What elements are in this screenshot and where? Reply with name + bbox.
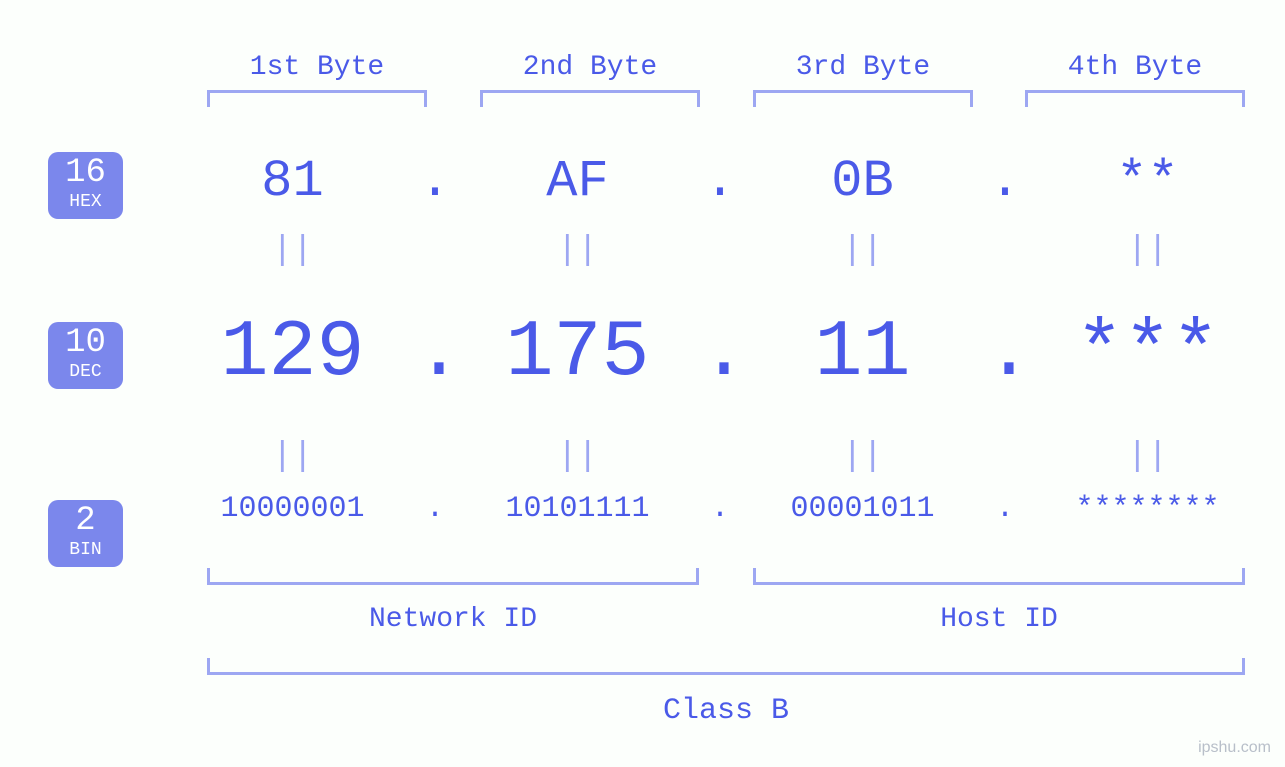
dot-separator: . [415,152,455,211]
dot-separator: . [700,308,740,399]
base-num: 2 [48,504,123,538]
bin-row-byte-3: 00001011 [740,492,985,526]
class-bracket [207,658,1245,675]
byte-bracket-1 [207,90,427,107]
equals-icon: || [1025,232,1270,270]
eq-row-2: ||.||.||.|| [170,438,1270,476]
hex-row: 81.AF.0B.** [170,152,1270,211]
base-num: 16 [48,156,123,190]
byte-bracket-2 [480,90,700,107]
equals-icon: || [740,438,985,476]
hex-row-byte-1: 81 [170,152,415,211]
hex-row-byte-2: AF [455,152,700,211]
base-badge-dec: 10DEC [48,322,123,389]
base-name: BIN [48,538,123,563]
base-badge-bin: 2BIN [48,500,123,567]
dec-row-byte-3: 11 [740,308,985,399]
equals-icon: || [455,438,700,476]
equals-icon: || [740,232,985,270]
byte-label-1: 1st Byte [207,52,427,83]
base-name: HEX [48,190,123,215]
equals-icon: || [170,232,415,270]
bin-row: 10000001.10101111.00001011.******** [170,492,1270,526]
dec-row-byte-4: *** [1025,308,1270,399]
base-num: 10 [48,326,123,360]
equals-icon: || [170,438,415,476]
dot-separator: . [415,492,455,526]
class-label: Class B [207,694,1245,728]
equals-icon: || [455,232,700,270]
bin-row-byte-2: 10101111 [455,492,700,526]
watermark: ipshu.com [1198,739,1271,757]
byte-bracket-4 [1025,90,1245,107]
host-bracket [753,568,1245,585]
host-label: Host ID [753,604,1245,635]
byte-bracket-3 [753,90,973,107]
dec-row-byte-2: 175 [455,308,700,399]
dot-separator: . [700,152,740,211]
dot-separator: . [415,308,455,399]
equals-icon: || [1025,438,1270,476]
byte-label-3: 3rd Byte [753,52,973,83]
dot-separator: . [700,492,740,526]
hex-row-byte-4: ** [1025,152,1270,211]
byte-label-4: 4th Byte [1025,52,1245,83]
hex-row-byte-3: 0B [740,152,985,211]
eq-row-1: ||.||.||.|| [170,232,1270,270]
byte-label-2: 2nd Byte [480,52,700,83]
dot-separator: . [985,152,1025,211]
bin-row-byte-4: ******** [1025,492,1270,526]
base-name: DEC [48,360,123,385]
dot-separator: . [985,308,1025,399]
network-label: Network ID [207,604,699,635]
bin-row-byte-1: 10000001 [170,492,415,526]
dec-row-byte-1: 129 [170,308,415,399]
dot-separator: . [985,492,1025,526]
base-badge-hex: 16HEX [48,152,123,219]
dec-row: 129.175.11.*** [170,308,1270,399]
network-bracket [207,568,699,585]
